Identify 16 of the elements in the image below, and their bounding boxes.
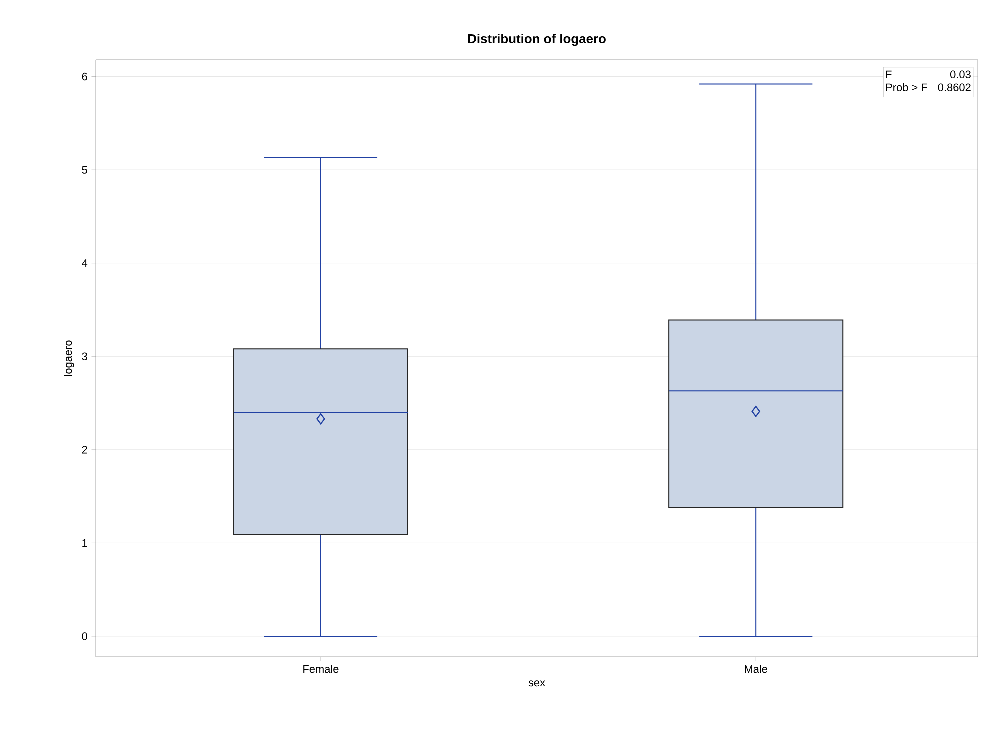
y-tick-label: 2	[82, 446, 88, 454]
y-tick-label: 1	[82, 539, 88, 547]
y-tick-label: 6	[82, 72, 88, 81]
y-tick-label: 0	[82, 632, 88, 640]
annotation: F	[886, 70, 892, 78]
x-tick-label: Female	[304, 665, 339, 674]
chart-title: Distribution of logaero	[468, 34, 606, 46]
x-axis-title: sex	[528, 680, 546, 687]
annotation: Prob > F	[886, 83, 928, 92]
x-tick-label: Male	[745, 665, 768, 674]
y-axis-title: logaero	[64, 340, 74, 376]
annotation: 0.03	[950, 70, 971, 79]
y-tick-label: 5	[82, 166, 88, 174]
annotation: 0.8602	[938, 84, 971, 92]
y-tick-label: 4	[82, 260, 88, 268]
y-tick-label: 3	[82, 352, 88, 361]
